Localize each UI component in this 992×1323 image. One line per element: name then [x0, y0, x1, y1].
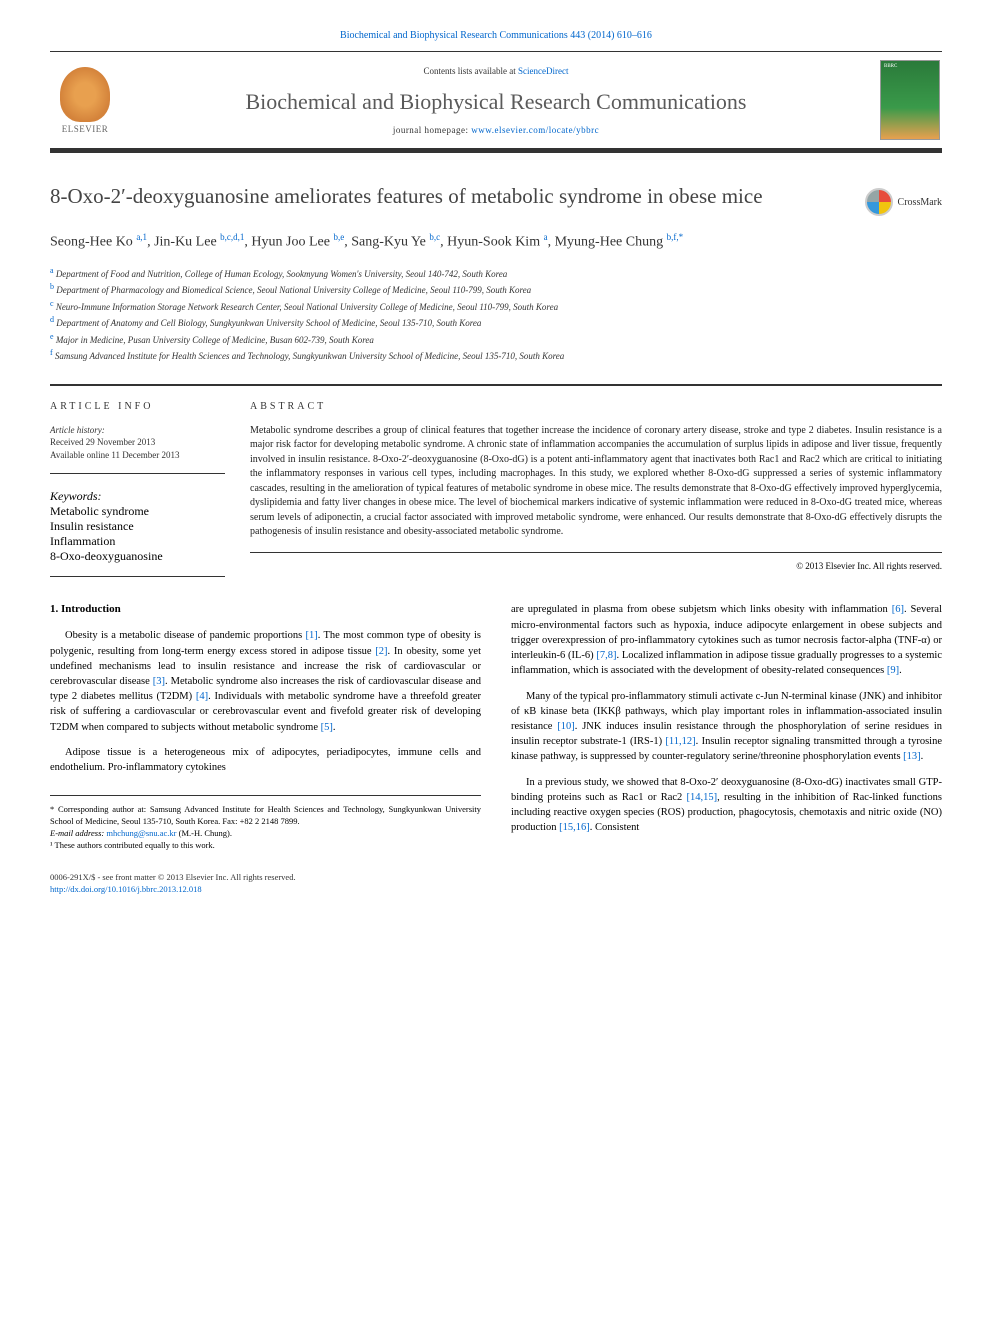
body-col-left: 1. Introduction Obesity is a metabolic d… [50, 602, 481, 895]
keywords-list: Metabolic syndromeInsulin resistanceInfl… [50, 504, 225, 564]
affiliation-item: f Samsung Advanced Institute for Health … [50, 347, 942, 364]
footnotes: * Corresponding author at: Samsung Advan… [50, 795, 481, 852]
article-info: ARTICLE INFO Article history: Received 2… [50, 385, 250, 578]
affiliations-list: a Department of Food and Nutrition, Coll… [50, 265, 942, 364]
bottom-info: 0006-291X/$ - see front matter © 2013 El… [50, 872, 481, 896]
elsevier-logo[interactable]: ELSEVIER [50, 52, 120, 148]
article-title: 8-Oxo-2′-deoxyguanosine ameliorates feat… [50, 183, 845, 210]
body-col-right: are upregulated in plasma from obese sub… [511, 602, 942, 895]
title-row: 8-Oxo-2′-deoxyguanosine ameliorates feat… [50, 183, 942, 216]
email-suffix: (M.-H. Chung). [177, 828, 232, 838]
crossmark-label: CrossMark [898, 197, 942, 208]
doi-link[interactable]: http://dx.doi.org/10.1016/j.bbrc.2013.12… [50, 884, 202, 894]
contents-line: Contents lists available at ScienceDirec… [140, 66, 852, 76]
body-paragraph: Many of the typical pro-inflammatory sti… [511, 689, 942, 765]
affiliation-item: d Department of Anatomy and Cell Biology… [50, 314, 942, 331]
equal-contrib-note: ¹ These authors contributed equally to t… [50, 840, 481, 852]
keyword-item: Insulin resistance [50, 519, 225, 534]
keyword-item: 8-Oxo-deoxyguanosine [50, 549, 225, 564]
journal-reference: Biochemical and Biophysical Research Com… [50, 30, 942, 41]
corresponding-author-note: * Corresponding author at: Samsung Advan… [50, 804, 481, 828]
email-line: E-mail address: mhchung@snu.ac.kr (M.-H.… [50, 828, 481, 840]
journal-name: Biochemical and Biophysical Research Com… [140, 89, 852, 115]
available-date: Available online 11 December 2013 [50, 449, 225, 462]
body-paragraph: are upregulated in plasma from obese sub… [511, 602, 942, 678]
affiliation-item: b Department of Pharmacology and Biomedi… [50, 281, 942, 298]
info-abstract-row: ARTICLE INFO Article history: Received 2… [50, 384, 942, 578]
body-columns: 1. Introduction Obesity is a metabolic d… [50, 602, 942, 895]
front-matter-line: 0006-291X/$ - see front matter © 2013 El… [50, 872, 481, 884]
email-label: E-mail address: [50, 828, 106, 838]
homepage-prefix: journal homepage: [393, 125, 471, 135]
header-center: Contents lists available at ScienceDirec… [120, 52, 872, 148]
body-paragraph: Adipose tissue is a heterogeneous mix of… [50, 745, 481, 775]
keywords-label: Keywords: [50, 489, 225, 504]
contents-prefix: Contents lists available at [424, 66, 518, 76]
journal-header: ELSEVIER Contents lists available at Sci… [50, 51, 942, 153]
keywords-block: Keywords: Metabolic syndromeInsulin resi… [50, 489, 225, 577]
journal-homepage: journal homepage: www.elsevier.com/locat… [140, 125, 852, 135]
abstract-text: Metabolic syndrome describes a group of … [250, 424, 942, 553]
abstract-heading: ABSTRACT [250, 401, 942, 412]
affiliation-item: a Department of Food and Nutrition, Coll… [50, 265, 942, 282]
section-heading-intro: 1. Introduction [50, 602, 481, 618]
authors-list: Seong-Hee Ko a,1, Jin-Ku Lee b,c,d,1, Hy… [50, 231, 942, 253]
keyword-item: Inflammation [50, 534, 225, 549]
crossmark-icon [865, 188, 893, 216]
sciencedirect-link[interactable]: ScienceDirect [518, 66, 568, 76]
article-history: Article history: Received 29 November 20… [50, 424, 225, 475]
body-paragraph: Obesity is a metabolic disease of pandem… [50, 628, 481, 735]
article-info-heading: ARTICLE INFO [50, 401, 225, 412]
keyword-item: Metabolic syndrome [50, 504, 225, 519]
body-paragraph: In a previous study, we showed that 8-Ox… [511, 775, 942, 836]
affiliation-item: c Neuro-Immune Information Storage Netwo… [50, 298, 942, 315]
abstract-column: ABSTRACT Metabolic syndrome describes a … [250, 385, 942, 578]
journal-cover[interactable]: BBRC [872, 52, 942, 148]
history-label: Article history: [50, 424, 225, 437]
homepage-link[interactable]: www.elsevier.com/locate/ybbrc [471, 125, 599, 135]
email-link[interactable]: mhchung@snu.ac.kr [106, 828, 176, 838]
elsevier-label: ELSEVIER [62, 124, 109, 134]
cover-image: BBRC [880, 60, 940, 140]
affiliation-item: e Major in Medicine, Pusan University Co… [50, 331, 942, 348]
received-date: Received 29 November 2013 [50, 436, 225, 449]
elsevier-tree-icon [60, 67, 110, 122]
crossmark-badge[interactable]: CrossMark [865, 188, 942, 216]
abstract-copyright: © 2013 Elsevier Inc. All rights reserved… [250, 561, 942, 571]
